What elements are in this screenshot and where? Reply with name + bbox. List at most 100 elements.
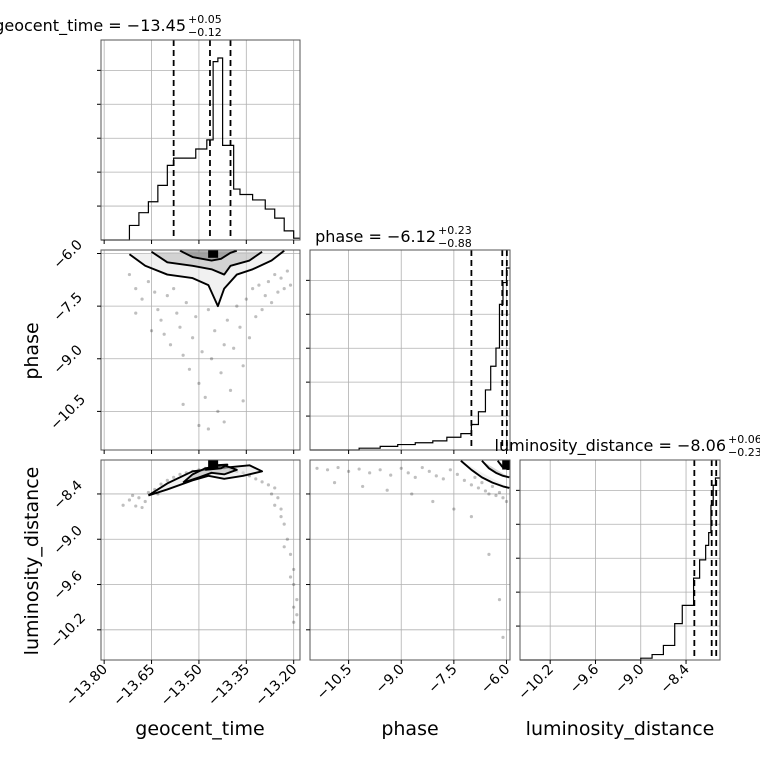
sample-point <box>254 315 258 319</box>
title-lower-error: −0.88 <box>438 237 472 250</box>
sample-point <box>378 468 382 472</box>
gridlines <box>101 40 720 660</box>
sample-point <box>127 272 132 277</box>
sample-point <box>184 301 188 305</box>
sample-point <box>168 343 173 347</box>
sample-point <box>288 552 293 556</box>
sample-point <box>127 498 132 502</box>
title-luminosity-distance: luminosity_distance = −8.06 +0.06 −0.23 <box>495 433 760 459</box>
y-tick-label: −10.2 <box>47 610 89 652</box>
y-tick-label: −9.6 <box>50 568 85 603</box>
sample-point <box>181 402 185 406</box>
sample-point <box>448 468 452 472</box>
sample-point <box>165 478 169 482</box>
sample-point <box>165 294 169 298</box>
panel-2d-phase-vs-luminosity-distance <box>310 460 510 660</box>
sample-point <box>487 552 491 556</box>
y-tick-label: −10.5 <box>47 392 89 434</box>
sample-point <box>476 486 481 490</box>
panel-frame <box>100 459 301 661</box>
sample-point <box>279 276 283 280</box>
panel-frame <box>309 249 511 451</box>
sample-point <box>368 471 372 475</box>
histogram-phase <box>310 267 510 451</box>
sample-point <box>162 332 166 336</box>
title-phase: phase = −6.12 +0.23 −0.88 <box>315 224 472 250</box>
sample-point <box>156 308 160 312</box>
sample-point <box>197 423 201 428</box>
sample-point <box>410 492 414 496</box>
y-tick-label: −9.0 <box>50 342 85 377</box>
sample-point <box>197 381 201 385</box>
sample-point <box>501 635 505 639</box>
sample-point <box>295 598 299 602</box>
sample-point <box>497 598 502 602</box>
sample-point <box>143 499 147 504</box>
max-likelihood-marker <box>208 460 219 470</box>
panel-frame <box>100 39 301 241</box>
sample-point <box>292 567 296 572</box>
sample-point <box>336 465 340 470</box>
sample-point <box>181 353 185 357</box>
x-tick-label: −13.20 <box>253 662 301 710</box>
sample-point <box>172 286 176 291</box>
x-axis-label-geocent-time: geocent_time <box>135 718 264 740</box>
title-lower-error: −0.12 <box>188 26 222 39</box>
sample-point <box>247 336 252 340</box>
panel-hist-geocent-time <box>101 40 300 240</box>
sample-point <box>406 471 410 475</box>
contour-level-2 <box>481 460 510 479</box>
sample-point <box>213 329 217 333</box>
sample-point <box>172 475 176 479</box>
sample-point <box>257 283 261 287</box>
sample-point <box>216 409 220 414</box>
sample-point <box>480 481 484 485</box>
sample-point <box>137 496 141 500</box>
contour-level-2 <box>151 250 263 276</box>
x-tick-label: −13.35 <box>205 662 253 710</box>
density-geocent-time-vs-phase <box>127 250 293 431</box>
sample-point <box>140 505 144 510</box>
sample-point <box>241 364 245 368</box>
x-tick-label: −7.5 <box>425 662 460 697</box>
sample-point <box>134 286 138 291</box>
sample-point <box>121 503 125 507</box>
title-upper-error: +0.23 <box>438 224 472 237</box>
sample-point <box>285 537 289 541</box>
x-tick-label: −8.4 <box>658 661 693 696</box>
sample-point <box>497 490 502 495</box>
sample-point <box>427 469 431 473</box>
sample-point <box>159 318 163 322</box>
contour-level-2 <box>182 464 238 484</box>
sample-point <box>235 304 239 308</box>
sample-point <box>399 466 403 470</box>
title-main: phase = −6.12 <box>315 227 436 246</box>
x-tick-label: −9.6 <box>567 661 602 696</box>
sample-point <box>332 481 337 485</box>
sample-point <box>254 477 258 481</box>
sample-point <box>385 488 389 492</box>
sample-point <box>273 486 277 490</box>
histogram-luminosity-distance <box>520 477 720 661</box>
sample-point <box>273 503 277 507</box>
density-phase-vs-luminosity-distance <box>315 460 510 639</box>
x-axis-label-luminosity-distance: luminosity_distance <box>526 718 715 740</box>
sample-point <box>178 472 182 476</box>
title-main: luminosity_distance = −8.06 <box>495 436 726 456</box>
sample-point <box>282 286 286 291</box>
sample-point <box>241 399 245 403</box>
max-likelihood-marker <box>502 460 510 470</box>
sample-point <box>292 605 296 609</box>
sample-point <box>222 420 226 424</box>
panel-backgrounds <box>101 40 720 660</box>
y-tick-label: −7.5 <box>50 290 85 325</box>
title-upper-error: +0.05 <box>188 13 222 26</box>
sample-point <box>494 493 498 498</box>
sample-point <box>187 367 192 371</box>
x-tick-label: −13.50 <box>158 662 206 710</box>
sample-point <box>288 283 293 287</box>
sample-point <box>269 301 274 305</box>
sample-point <box>244 297 248 301</box>
sample-point <box>269 492 274 496</box>
